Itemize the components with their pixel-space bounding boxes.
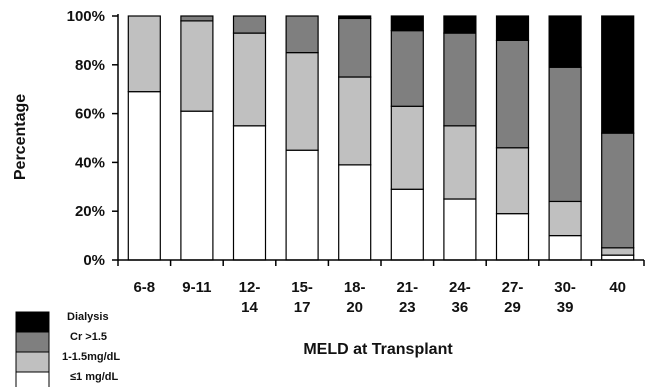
x-tick-label: 30-39 [554, 279, 576, 316]
bars [127, 15, 635, 261]
bar-segment-2 [232, 15, 267, 34]
bar-segment-1 [601, 247, 635, 256]
x-tick-label: 27-29 [502, 279, 524, 316]
bar-segment-0 [232, 125, 267, 261]
bar-segment-2 [338, 17, 372, 78]
bar-segment-1 [285, 51, 319, 151]
bar-segment-0 [548, 235, 582, 261]
y-axis-title: Percentage [12, 94, 29, 180]
bar-segment-0 [180, 110, 214, 261]
bar-segment-1 [495, 147, 530, 215]
x-tick-label: 9-11 [182, 279, 211, 296]
x-ticks [117, 260, 645, 266]
x-axis-title: MELD at Transplant [303, 341, 453, 358]
x-tick-label: 21-23 [396, 279, 418, 316]
bar-segment-2 [548, 66, 582, 203]
y-ticks [112, 15, 118, 261]
bar-segment-3 [495, 15, 530, 41]
bar-segment-0 [127, 91, 161, 261]
bar-segment-1 [338, 76, 372, 166]
bar-segment-2 [285, 15, 319, 54]
legend: Dialysis Cr >1.5 1-1.5mg/dL ≤1 mg/dL [15, 311, 120, 387]
legend-swatch [15, 331, 50, 353]
legend-label: 1-1.5mg/dL [62, 351, 120, 363]
legend-label: ≤1 mg/dL [70, 371, 118, 383]
bar-segment-1 [390, 105, 424, 190]
y-tick-labels: 0% 20% 40% 60% 80% 100% [67, 8, 105, 269]
bar-segment-1 [443, 125, 477, 200]
legend-label: Dialysis [67, 311, 109, 323]
legend-swatch [15, 311, 50, 333]
x-tick-label: 24-36 [449, 279, 471, 316]
y-tick-label: 80% [75, 57, 105, 74]
bar-segment-1 [180, 20, 214, 112]
bar-segment-3 [338, 15, 372, 20]
y-tick-label: 20% [75, 203, 105, 220]
bar-segment-0 [338, 164, 372, 261]
x-tick-label: 12-14 [239, 279, 261, 316]
bar-segment-2 [390, 30, 424, 107]
bar-segment-0 [495, 213, 530, 261]
y-tick-label: 100% [67, 8, 105, 25]
bar-segment-3 [390, 15, 424, 32]
y-tick-label: 60% [75, 106, 105, 123]
y-tick-label: 0% [83, 252, 105, 269]
x-tick-label: 40 [609, 279, 626, 296]
bar-segment-1 [548, 200, 582, 237]
bar-segment-2 [443, 32, 477, 127]
bar-segment-3 [548, 15, 582, 68]
legend-swatch [15, 371, 50, 387]
legend-label: Cr >1.5 [70, 331, 107, 343]
bar-segment-0 [390, 188, 424, 261]
legend-swatch [15, 351, 50, 373]
x-tick-label: 15-17 [291, 279, 313, 316]
bar-segment-2 [601, 132, 635, 249]
bar-segment-2 [180, 15, 214, 22]
bar-segment-0 [285, 149, 319, 261]
bar-segment-2 [495, 39, 530, 149]
bar-segment-3 [443, 15, 477, 34]
bar-segment-0 [443, 198, 477, 261]
bar-segment-1 [127, 15, 161, 93]
x-tick-labels: 6-8 9-11 12-14 15-17 18-20 21-23 24-36 27-29 30-… [133, 279, 626, 316]
bar-segment-3 [601, 15, 635, 134]
x-tick-label: 18-20 [344, 279, 366, 316]
bar-segment-1 [232, 32, 267, 127]
x-tick-label: 6-8 [133, 279, 155, 296]
y-tick-label: 40% [75, 154, 105, 171]
